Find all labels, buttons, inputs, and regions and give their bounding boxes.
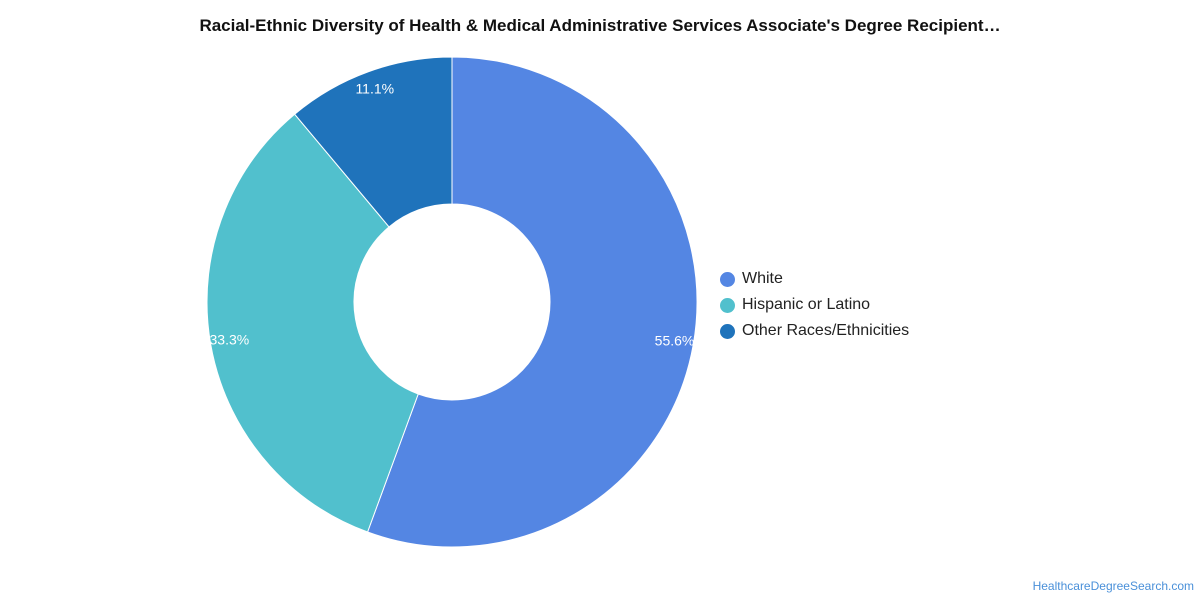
slice-label-hispanic-or-latino: 33.3%: [210, 332, 250, 348]
legend-swatch-other-races: [720, 323, 735, 339]
legend-label-white: White: [742, 270, 783, 287]
slice-other-races-ethnicities[interactable]: [293, 56, 453, 228]
slice-label-other-races-ethnicities: 11.1%: [355, 80, 394, 96]
legend-item-hispanic-or-latino[interactable]: Hispanic or Latino: [720, 292, 909, 318]
legend-label-hispanic-or-latino: Hispanic or Latino: [742, 296, 871, 313]
legend: White Hispanic or Latino Other Races/Eth…: [720, 266, 909, 344]
source-link[interactable]: HealthcareDegreeSearch.com: [1032, 579, 1194, 593]
legend-swatch-white: [720, 271, 735, 287]
chart-title: Racial-Ethnic Diversity of Health & Medi…: [199, 16, 1001, 35]
slice-white[interactable]: [366, 56, 698, 548]
legend-swatch-hispanic-or-latino: [720, 297, 735, 313]
slice-label-white: 55.6%: [655, 332, 695, 348]
legend-item-white[interactable]: White: [720, 266, 909, 292]
slice-hispanic-or-latino[interactable]: [206, 113, 419, 533]
legend-label-other-races: Other Races/Ethnicities: [742, 322, 910, 339]
legend-item-other-races[interactable]: Other Races/Ethnicities: [720, 318, 909, 344]
